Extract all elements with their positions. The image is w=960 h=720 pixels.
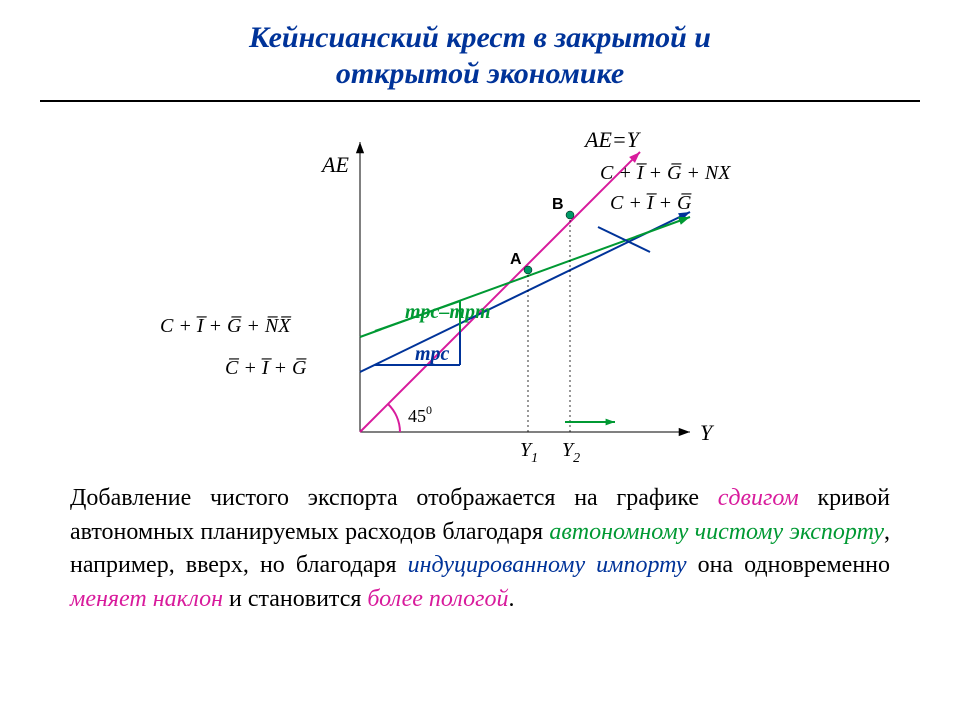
svg-text:450: 450: [408, 403, 432, 426]
cap-t5: и становится: [223, 586, 367, 612]
cap-em4: меняет наклон: [70, 586, 223, 612]
cap-em3: индуцированному импорту: [408, 552, 687, 578]
svg-text:B: B: [552, 196, 564, 213]
svg-text:C + I̅ + G̅ + NX: C + I̅ + G̅ + NX: [600, 162, 731, 184]
svg-text:Y1: Y1: [520, 439, 538, 466]
cap-t6: .: [508, 586, 514, 612]
cap-t1: Добавление чистого экспорта отображается…: [70, 485, 718, 511]
svg-text:C̅ + I̅ + G̅: C̅ + I̅ + G̅: [225, 357, 307, 379]
cap-em2: автономному чистому экспорту: [549, 519, 884, 545]
title-line2: открытой экономике: [336, 57, 624, 90]
svg-text:AE: AE: [320, 152, 349, 177]
chart-svg: 450 A Bmpc mpc–mpm AE Y AE=Y Y1 Y2 C + I̅ + G̅ + …: [130, 112, 830, 472]
svg-text:C + I̅ + G̅: C + I̅ + G̅: [610, 192, 692, 214]
cap-t4: она одновременно: [687, 552, 890, 578]
keynesian-cross-chart: 450 A Bmpc mpc–mpm AE Y AE=Y Y1 Y2 C + I̅ + G̅ + …: [130, 112, 830, 472]
svg-text:AE=Y: AE=Y: [583, 127, 642, 152]
svg-text:mpc: mpc: [415, 343, 450, 365]
svg-text:Y: Y: [700, 420, 715, 445]
svg-text:Y2: Y2: [562, 439, 580, 466]
caption-paragraph: Добавление чистого экспорта отображается…: [0, 472, 960, 616]
cap-em1: сдвигом: [718, 485, 799, 511]
title-line1: Кейнсианский крест в закрытой и: [249, 21, 711, 54]
page-title: Кейнсианский крест в закрытой и открытой…: [0, 0, 960, 92]
title-rule: [40, 100, 920, 102]
svg-text:A: A: [510, 251, 522, 268]
svg-text:mpc–mpm: mpc–mpm: [405, 301, 491, 323]
cap-em5: более пологой: [367, 586, 508, 612]
svg-text:C + I̅ + G̅ + N̅X̅: C + I̅ + G̅ + N̅X̅: [160, 315, 292, 337]
